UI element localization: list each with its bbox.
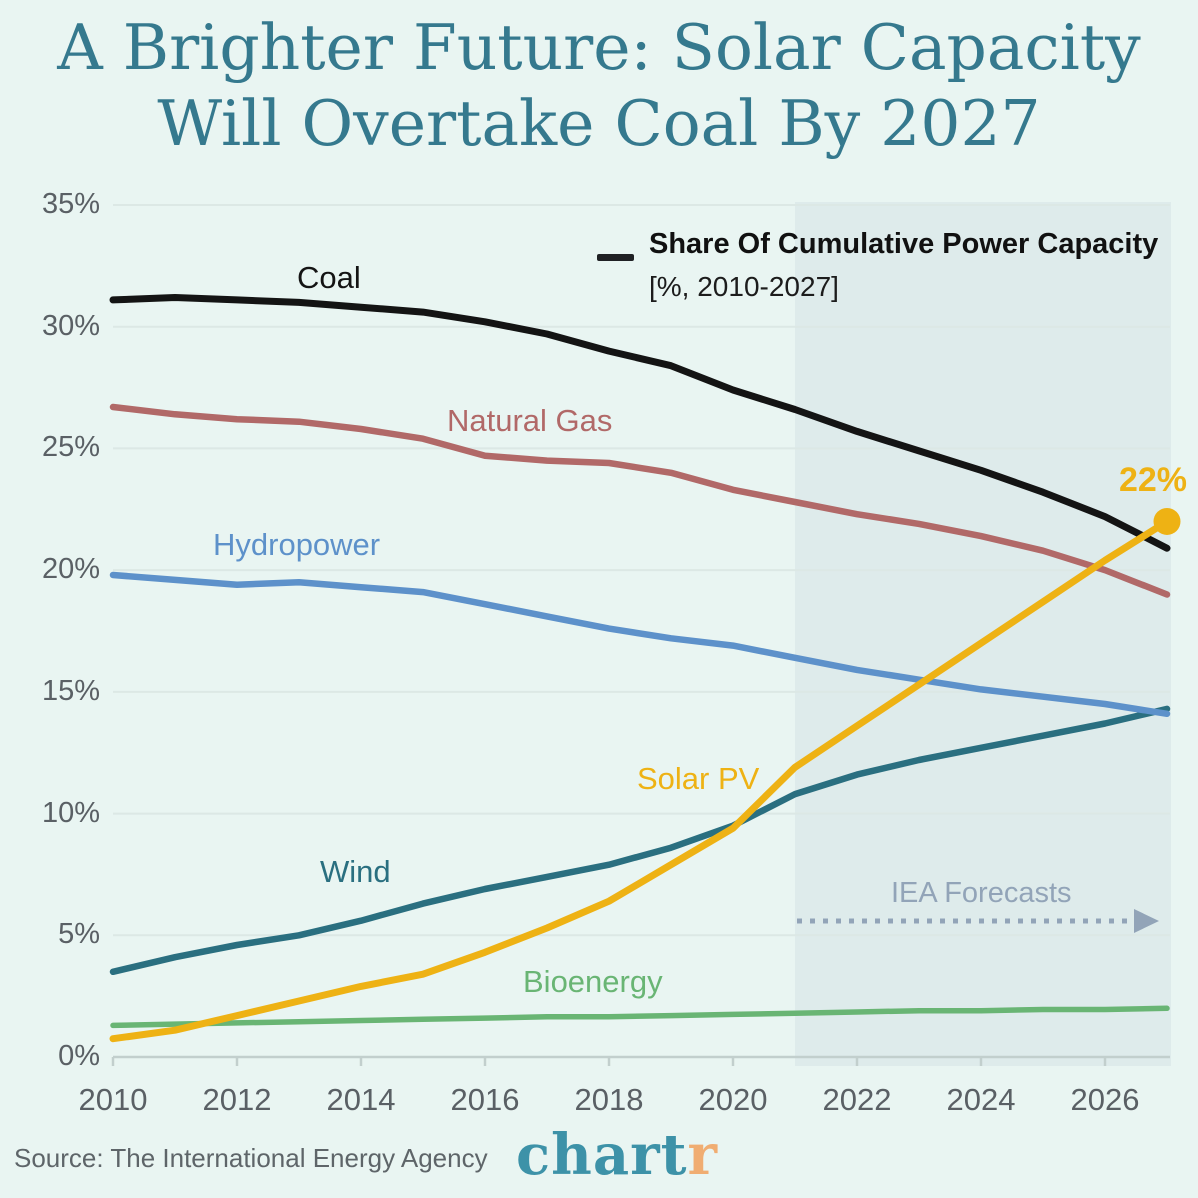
y-tick-label: 5% bbox=[58, 918, 100, 951]
forecast-band bbox=[795, 202, 1171, 1066]
x-tick-label: 2018 bbox=[574, 1082, 644, 1117]
legend-line-swatch bbox=[597, 254, 634, 261]
page-title-line2: Will Overtake Coal By 2027 bbox=[157, 86, 1041, 160]
y-tick-label: 20% bbox=[41, 553, 100, 586]
line-natural-gas bbox=[109, 403, 1171, 598]
chartr-logo-chart: chart bbox=[516, 1122, 688, 1188]
line-wind bbox=[109, 705, 1171, 976]
series-label-coal: Coal bbox=[297, 260, 361, 295]
line-bioenergy bbox=[110, 1005, 1170, 1029]
x-tick-label: 2024 bbox=[946, 1082, 1016, 1117]
series-label-hydropower: Hydropower bbox=[213, 527, 381, 562]
solar-endpoint-label: 22% bbox=[1118, 461, 1188, 499]
y-tick-label: 15% bbox=[41, 674, 100, 707]
x-tick-label: 2010 bbox=[78, 1082, 148, 1117]
chart-legend: Share Of Cumulative Power Capacity [%, 2… bbox=[597, 229, 1158, 303]
y-tick-label: 30% bbox=[41, 309, 100, 342]
y-tick-label: 0% bbox=[58, 1040, 100, 1072]
line-solar-pv bbox=[109, 518, 1171, 1043]
series-label-bioenergy: Bioenergy bbox=[523, 964, 663, 999]
page-title-line1: A Brighter Future: Solar Capacity bbox=[57, 11, 1141, 84]
page-title: A Brighter Future: Solar Capacity Will O… bbox=[0, 10, 1198, 161]
forecast-arrow-head bbox=[1134, 909, 1159, 933]
chartr-logo-r: r bbox=[687, 1122, 718, 1188]
series-label-natural-gas: Natural Gas bbox=[447, 403, 613, 438]
y-tick-label: 10% bbox=[41, 796, 100, 829]
chartr-logo: chartr bbox=[516, 1122, 718, 1188]
y-tick-label: 25% bbox=[41, 431, 100, 464]
forecast-region-label: IEA Forecasts bbox=[891, 877, 1072, 909]
series-label-solar-pv: Solar PV bbox=[637, 761, 760, 796]
x-tick-label: 2012 bbox=[202, 1082, 272, 1117]
y-tick-label: 35% bbox=[41, 188, 100, 220]
line-coal bbox=[109, 294, 1171, 552]
x-tick-label: 2026 bbox=[1070, 1082, 1140, 1117]
legend-subtitle: [%, 2010-2027] bbox=[649, 271, 839, 303]
solar-endpoint-dot bbox=[1153, 507, 1181, 535]
x-tick-label: 2014 bbox=[326, 1082, 396, 1117]
line-hydropower bbox=[109, 571, 1171, 718]
series-label-wind: Wind bbox=[320, 854, 391, 889]
x-tick-label: 2020 bbox=[698, 1082, 768, 1117]
x-tick-label: 2022 bbox=[822, 1082, 892, 1117]
x-tick-label: 2016 bbox=[450, 1082, 520, 1117]
legend-text: Share Of Cumulative Power Capacity [%, 2… bbox=[649, 229, 1158, 303]
source-credit: Source: The International Energy Agency bbox=[14, 1143, 488, 1173]
legend-title: Share Of Cumulative Power Capacity bbox=[649, 228, 1159, 260]
